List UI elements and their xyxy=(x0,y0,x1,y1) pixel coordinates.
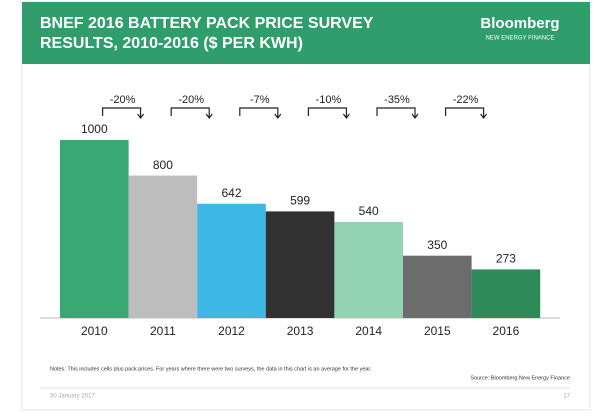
x-tick-label: 2013 xyxy=(287,324,314,338)
page-number: 17 xyxy=(563,394,570,400)
bar xyxy=(197,203,266,318)
x-tick-label: 2012 xyxy=(218,324,245,338)
bar xyxy=(334,221,403,318)
change-arrow xyxy=(170,107,213,119)
value-label: 800 xyxy=(153,158,173,172)
value-label: 642 xyxy=(221,186,241,200)
change-label: -35% xyxy=(384,94,410,106)
change-label: -22% xyxy=(453,94,479,106)
bar xyxy=(60,140,129,318)
change-arrow xyxy=(376,107,419,119)
change-arrow xyxy=(239,107,282,119)
brand-sub: NEW ENERGY FINANCE xyxy=(486,36,555,42)
change-label: -20% xyxy=(110,94,136,106)
source: Source: Bloomberg New Energy Finance xyxy=(470,375,570,381)
change-arrow xyxy=(307,107,350,119)
notes: Notes: This includes cells plus pack pri… xyxy=(50,366,372,372)
bar xyxy=(265,211,335,318)
header-band xyxy=(22,2,590,64)
change-arrow xyxy=(445,107,488,119)
value-label: 1000 xyxy=(81,122,108,136)
bar xyxy=(471,269,541,318)
change-label: -20% xyxy=(178,94,204,106)
x-tick-label: 2015 xyxy=(424,324,451,338)
x-tick-label: 2010 xyxy=(81,324,108,338)
change-label: -7% xyxy=(250,94,270,106)
chart-title: BNEF 2016 BATTERY PACK PRICE SURVEY xyxy=(40,15,374,32)
brand: Bloomberg xyxy=(480,15,559,32)
chart-title: RESULTS, 2010-2016 ($ PER KWH) xyxy=(40,35,303,52)
value-label: 540 xyxy=(359,204,379,218)
date: 30 January 2017 xyxy=(50,394,95,400)
value-label: 350 xyxy=(427,238,447,252)
x-tick-label: 2016 xyxy=(493,324,520,338)
x-tick-label: 2014 xyxy=(355,324,382,338)
change-arrow xyxy=(102,107,145,119)
value-label: 599 xyxy=(290,194,310,208)
change-label: -10% xyxy=(316,94,342,106)
value-label: 273 xyxy=(496,252,516,266)
x-tick-label: 2011 xyxy=(150,324,176,338)
bar xyxy=(403,255,472,318)
bar xyxy=(128,175,198,318)
